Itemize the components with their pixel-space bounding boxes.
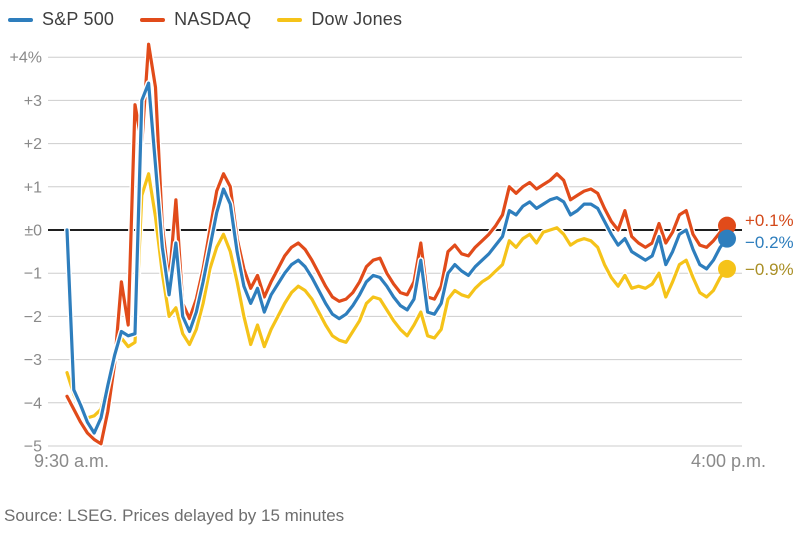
y-tick-label: +2	[24, 136, 42, 153]
y-tick-label: −2	[24, 309, 42, 326]
end-value-label-nasdaq: +0.1%	[745, 211, 794, 230]
series-line-s-p-500	[65, 81, 729, 435]
y-tick-label: +1	[24, 179, 42, 196]
series-casing-s-p-500	[64, 80, 730, 436]
y-tick-label: ±0	[24, 223, 42, 240]
end-dot-s-p-500	[718, 229, 736, 248]
legend-label-nasdaq: NASDAQ	[174, 9, 252, 29]
chart-legend: S&P 500 NASDAQ Dow Jones	[8, 9, 402, 30]
legend-label-sp500: S&P 500	[42, 9, 115, 29]
y-tick-label: −5	[24, 439, 42, 456]
source-note: Source: LSEG. Prices delayed by 15 minut…	[4, 506, 345, 525]
y-tick-label: −4	[24, 395, 42, 412]
x-axis-start-label: 9:30 a.m.	[34, 451, 110, 471]
legend-swatch-sp500	[8, 17, 33, 22]
legend-item-nasdaq: NASDAQ	[140, 9, 251, 30]
series-line-nasdaq	[65, 42, 729, 446]
end-value-label-dowjones: −0.9%	[745, 260, 794, 279]
legend-swatch-dowjones	[277, 17, 303, 22]
end-dot-nasdaq	[718, 216, 736, 235]
y-tick-label: −3	[24, 352, 42, 369]
legend-item-sp500: S&P 500	[8, 9, 114, 30]
end-value-label-sp500: −0.2%	[745, 233, 794, 252]
legend-item-dowjones: Dow Jones	[277, 9, 402, 30]
x-axis-end-label: 4:00 p.m.	[691, 451, 767, 471]
legend-swatch-nasdaq	[140, 17, 166, 22]
y-tick-label: −1	[24, 266, 42, 283]
series-line-dow-jones	[65, 172, 729, 420]
legend-label-dowjones: Dow Jones	[311, 9, 403, 29]
y-tick-label: +3	[24, 93, 42, 110]
end-dot-dow-jones	[718, 259, 736, 278]
y-tick-label: +4%	[10, 50, 42, 67]
